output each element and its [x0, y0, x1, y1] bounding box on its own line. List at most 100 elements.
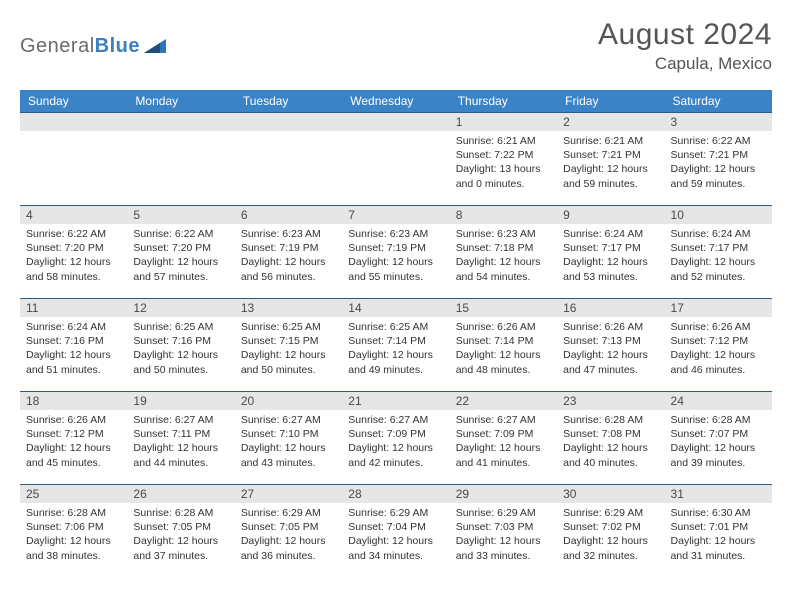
daylight-line-1: Daylight: 12 hours [563, 441, 658, 455]
day-number: 20 [235, 392, 342, 410]
sunrise-line: Sunrise: 6:25 AM [348, 320, 443, 334]
day-number: 12 [127, 299, 234, 317]
day-body: Sunrise: 6:27 AMSunset: 7:11 PMDaylight:… [127, 410, 234, 484]
daylight-line-2: and 57 minutes. [133, 270, 228, 284]
day-body [20, 131, 127, 205]
day-cell: 8Sunrise: 6:23 AMSunset: 7:18 PMDaylight… [450, 206, 557, 299]
sunset-line: Sunset: 7:11 PM [133, 427, 228, 441]
day-body: Sunrise: 6:28 AMSunset: 7:08 PMDaylight:… [557, 410, 664, 484]
sunset-line: Sunset: 7:14 PM [348, 334, 443, 348]
day-cell [127, 113, 234, 206]
daylight-line-2: and 52 minutes. [671, 270, 766, 284]
sunrise-line: Sunrise: 6:27 AM [133, 413, 228, 427]
daylight-line-2: and 32 minutes. [563, 549, 658, 563]
day-number: 19 [127, 392, 234, 410]
sunset-line: Sunset: 7:06 PM [26, 520, 121, 534]
sunset-line: Sunset: 7:07 PM [671, 427, 766, 441]
day-cell: 15Sunrise: 6:26 AMSunset: 7:14 PMDayligh… [450, 299, 557, 392]
sunrise-line: Sunrise: 6:23 AM [456, 227, 551, 241]
day-cell: 17Sunrise: 6:26 AMSunset: 7:12 PMDayligh… [665, 299, 772, 392]
sunset-line: Sunset: 7:10 PM [241, 427, 336, 441]
day-number [342, 113, 449, 131]
page-header: GeneralBlue August 2024 Capula, Mexico [20, 18, 772, 74]
daylight-line-1: Daylight: 12 hours [671, 162, 766, 176]
sunset-line: Sunset: 7:05 PM [241, 520, 336, 534]
day-body: Sunrise: 6:24 AMSunset: 7:17 PMDaylight:… [665, 224, 772, 298]
day-body: Sunrise: 6:27 AMSunset: 7:09 PMDaylight:… [450, 410, 557, 484]
daylight-line-2: and 47 minutes. [563, 363, 658, 377]
day-number: 16 [557, 299, 664, 317]
daylight-line-2: and 40 minutes. [563, 456, 658, 470]
title-block: August 2024 Capula, Mexico [598, 18, 772, 74]
sunrise-line: Sunrise: 6:26 AM [563, 320, 658, 334]
day-body: Sunrise: 6:21 AMSunset: 7:22 PMDaylight:… [450, 131, 557, 205]
daylight-line-1: Daylight: 12 hours [563, 255, 658, 269]
day-body: Sunrise: 6:24 AMSunset: 7:16 PMDaylight:… [20, 317, 127, 391]
day-cell: 1Sunrise: 6:21 AMSunset: 7:22 PMDaylight… [450, 113, 557, 206]
daylight-line-1: Daylight: 12 hours [456, 441, 551, 455]
sunset-line: Sunset: 7:22 PM [456, 148, 551, 162]
day-body: Sunrise: 6:26 AMSunset: 7:12 PMDaylight:… [665, 317, 772, 391]
daylight-line-2: and 38 minutes. [26, 549, 121, 563]
sunset-line: Sunset: 7:15 PM [241, 334, 336, 348]
sunset-line: Sunset: 7:18 PM [456, 241, 551, 255]
day-cell: 12Sunrise: 6:25 AMSunset: 7:16 PMDayligh… [127, 299, 234, 392]
day-cell: 21Sunrise: 6:27 AMSunset: 7:09 PMDayligh… [342, 392, 449, 485]
day-cell [20, 113, 127, 206]
day-body: Sunrise: 6:26 AMSunset: 7:13 PMDaylight:… [557, 317, 664, 391]
daylight-line-1: Daylight: 13 hours [456, 162, 551, 176]
daylight-line-2: and 50 minutes. [241, 363, 336, 377]
day-body: Sunrise: 6:28 AMSunset: 7:05 PMDaylight:… [127, 503, 234, 577]
sunrise-line: Sunrise: 6:26 AM [456, 320, 551, 334]
sunrise-line: Sunrise: 6:28 AM [563, 413, 658, 427]
day-body: Sunrise: 6:25 AMSunset: 7:16 PMDaylight:… [127, 317, 234, 391]
daylight-line-2: and 39 minutes. [671, 456, 766, 470]
sunrise-line: Sunrise: 6:23 AM [241, 227, 336, 241]
day-body: Sunrise: 6:25 AMSunset: 7:14 PMDaylight:… [342, 317, 449, 391]
daylight-line-2: and 44 minutes. [133, 456, 228, 470]
sunset-line: Sunset: 7:16 PM [133, 334, 228, 348]
day-number: 22 [450, 392, 557, 410]
dow-sunday: Sunday [20, 90, 127, 113]
day-cell: 16Sunrise: 6:26 AMSunset: 7:13 PMDayligh… [557, 299, 664, 392]
sunrise-line: Sunrise: 6:28 AM [26, 506, 121, 520]
day-body: Sunrise: 6:22 AMSunset: 7:20 PMDaylight:… [20, 224, 127, 298]
day-number: 23 [557, 392, 664, 410]
daylight-line-2: and 41 minutes. [456, 456, 551, 470]
day-body: Sunrise: 6:28 AMSunset: 7:07 PMDaylight:… [665, 410, 772, 484]
day-number: 13 [235, 299, 342, 317]
sunset-line: Sunset: 7:17 PM [563, 241, 658, 255]
day-body: Sunrise: 6:29 AMSunset: 7:04 PMDaylight:… [342, 503, 449, 577]
sunrise-line: Sunrise: 6:22 AM [133, 227, 228, 241]
daylight-line-2: and 54 minutes. [456, 270, 551, 284]
logo-text: GeneralBlue [20, 35, 140, 58]
daylight-line-2: and 49 minutes. [348, 363, 443, 377]
daylight-line-2: and 59 minutes. [563, 177, 658, 191]
day-number: 10 [665, 206, 772, 224]
sunset-line: Sunset: 7:04 PM [348, 520, 443, 534]
day-cell: 31Sunrise: 6:30 AMSunset: 7:01 PMDayligh… [665, 485, 772, 578]
day-body: Sunrise: 6:27 AMSunset: 7:10 PMDaylight:… [235, 410, 342, 484]
month-title: August 2024 [598, 18, 772, 52]
daylight-line-1: Daylight: 12 hours [133, 255, 228, 269]
sunset-line: Sunset: 7:12 PM [671, 334, 766, 348]
sunrise-line: Sunrise: 6:26 AM [671, 320, 766, 334]
day-number: 30 [557, 485, 664, 503]
day-number: 4 [20, 206, 127, 224]
week-row: 18Sunrise: 6:26 AMSunset: 7:12 PMDayligh… [20, 392, 772, 485]
sunset-line: Sunset: 7:03 PM [456, 520, 551, 534]
day-body: Sunrise: 6:30 AMSunset: 7:01 PMDaylight:… [665, 503, 772, 577]
sunset-line: Sunset: 7:20 PM [26, 241, 121, 255]
daylight-line-2: and 55 minutes. [348, 270, 443, 284]
day-number: 27 [235, 485, 342, 503]
day-body: Sunrise: 6:23 AMSunset: 7:19 PMDaylight:… [235, 224, 342, 298]
day-cell: 30Sunrise: 6:29 AMSunset: 7:02 PMDayligh… [557, 485, 664, 578]
day-cell: 10Sunrise: 6:24 AMSunset: 7:17 PMDayligh… [665, 206, 772, 299]
day-number: 28 [342, 485, 449, 503]
day-cell: 27Sunrise: 6:29 AMSunset: 7:05 PMDayligh… [235, 485, 342, 578]
day-cell: 19Sunrise: 6:27 AMSunset: 7:11 PMDayligh… [127, 392, 234, 485]
dow-saturday: Saturday [665, 90, 772, 113]
day-cell: 14Sunrise: 6:25 AMSunset: 7:14 PMDayligh… [342, 299, 449, 392]
day-number: 2 [557, 113, 664, 131]
day-body [235, 131, 342, 205]
